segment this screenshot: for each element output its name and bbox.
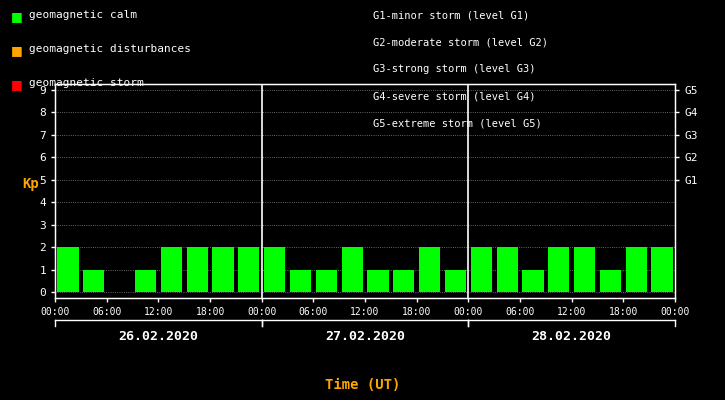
Bar	[315, 270, 337, 292]
Bar	[548, 247, 569, 292]
Text: geomagnetic calm: geomagnetic calm	[29, 10, 137, 20]
Text: geomagnetic storm: geomagnetic storm	[29, 78, 144, 88]
Text: G3-strong storm (level G3): G3-strong storm (level G3)	[373, 64, 536, 74]
Bar	[290, 270, 311, 292]
Bar	[600, 270, 621, 292]
Bar	[83, 270, 104, 292]
Text: G5-extreme storm (level G5): G5-extreme storm (level G5)	[373, 119, 542, 129]
Text: ■: ■	[11, 44, 22, 57]
Text: 26.02.2020: 26.02.2020	[118, 330, 199, 343]
Bar	[393, 270, 415, 292]
Text: G2-moderate storm (level G2): G2-moderate storm (level G2)	[373, 37, 548, 47]
Text: geomagnetic disturbances: geomagnetic disturbances	[29, 44, 191, 54]
Text: G4-severe storm (level G4): G4-severe storm (level G4)	[373, 92, 536, 102]
Bar	[652, 247, 673, 292]
Text: ■: ■	[11, 78, 22, 91]
Text: G1-minor storm (level G1): G1-minor storm (level G1)	[373, 10, 530, 20]
Bar	[161, 247, 182, 292]
Y-axis label: Kp: Kp	[22, 177, 39, 191]
Bar	[212, 247, 233, 292]
Text: ■: ■	[11, 10, 22, 23]
Bar	[186, 247, 208, 292]
Bar	[471, 247, 492, 292]
Bar	[341, 247, 362, 292]
Bar	[445, 270, 466, 292]
Bar	[574, 247, 595, 292]
Bar	[626, 247, 647, 292]
Text: 28.02.2020: 28.02.2020	[531, 330, 612, 343]
Text: Time (UT): Time (UT)	[325, 378, 400, 392]
Bar	[264, 247, 285, 292]
Bar	[57, 247, 78, 292]
Bar	[419, 247, 440, 292]
Bar	[368, 270, 389, 292]
Bar	[522, 270, 544, 292]
Bar	[135, 270, 156, 292]
Text: 27.02.2020: 27.02.2020	[325, 330, 405, 343]
Bar	[497, 247, 518, 292]
Bar	[239, 247, 260, 292]
